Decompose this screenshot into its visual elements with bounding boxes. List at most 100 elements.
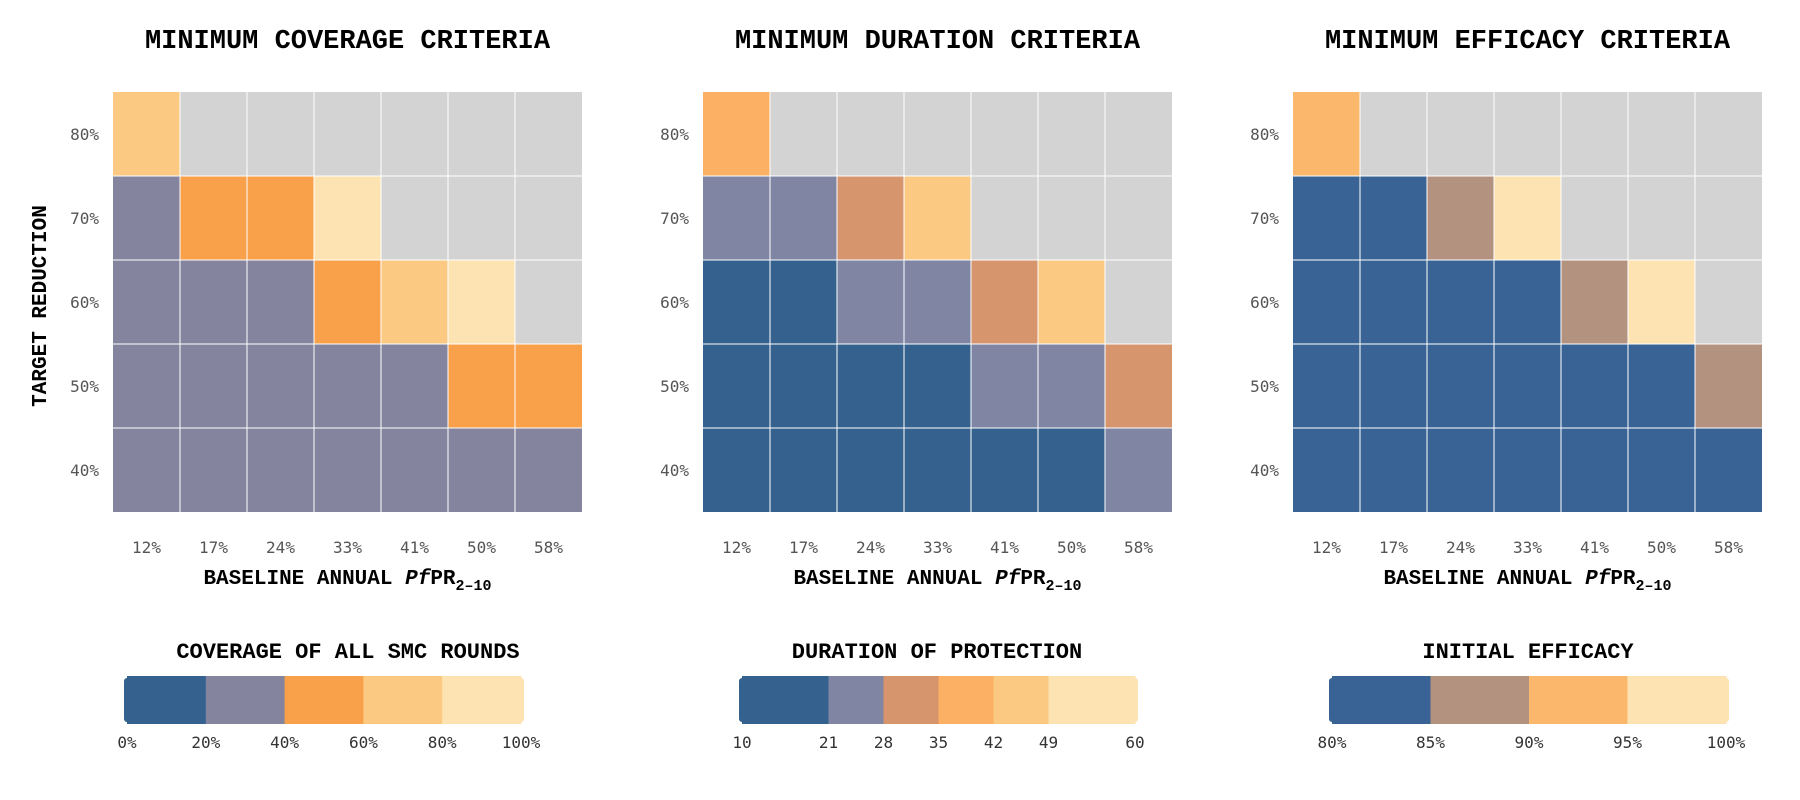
heatmap-cell	[448, 176, 515, 260]
x-tick-label: 17%	[1379, 538, 1408, 557]
legend-swatch	[1048, 676, 1136, 724]
panel-title: MINIMUM DURATION CRITERIA	[735, 27, 1141, 57]
heatmap-cell	[1360, 92, 1427, 176]
heatmap-cell	[113, 260, 180, 344]
heatmap-cell	[1105, 176, 1172, 260]
heatmap-panels: MINIMUM COVERAGE CRITERIA 80% 70% 60% 50% 40%…	[70, 27, 1762, 752]
heatmap-cell	[1695, 344, 1762, 428]
heatmap-cell	[1427, 344, 1494, 428]
legend-swatch	[938, 676, 995, 724]
legend-swatch-cap	[1723, 678, 1729, 722]
y-tick-label: 80%	[1250, 125, 1279, 144]
x-tick-label: 17%	[199, 538, 228, 557]
heatmap-cell	[180, 176, 247, 260]
heatmap-cell	[247, 176, 314, 260]
y-tick-label: 70%	[1250, 209, 1279, 228]
heatmap-cell	[113, 428, 180, 512]
heatmap-cell	[1038, 92, 1105, 176]
heatmap-cell	[314, 260, 381, 344]
heatmap-cell	[381, 260, 448, 344]
heatmap-cell	[1105, 428, 1172, 512]
heatmap-cell	[1427, 176, 1494, 260]
heatmap-cell	[1293, 176, 1360, 260]
legend-tick-label: 90%	[1515, 733, 1544, 752]
legend-swatch	[1627, 676, 1727, 724]
heatmap-cell	[1561, 260, 1628, 344]
heatmap-cell	[448, 344, 515, 428]
heatmap-cell	[1628, 92, 1695, 176]
legend-tick-label: 85%	[1416, 733, 1445, 752]
heatmap-cell	[837, 260, 904, 344]
y-tick-label: 70%	[660, 209, 689, 228]
heatmap-cell	[180, 260, 247, 344]
heatmap-cell	[180, 344, 247, 428]
heatmap-cell	[837, 92, 904, 176]
x-tick-label: 58%	[1124, 538, 1153, 557]
heatmap-cell	[1695, 428, 1762, 512]
heatmap-cell	[971, 260, 1038, 344]
heatmap-cell	[1427, 260, 1494, 344]
heatmap-cell	[314, 92, 381, 176]
heatmap-cell	[770, 344, 837, 428]
heatmap-cell	[703, 428, 770, 512]
heatmap-cell	[180, 92, 247, 176]
legend-swatch-cap	[124, 678, 130, 722]
x-axis-label: BASELINE ANNUAL PfPR2–10	[203, 568, 491, 595]
heatmap-cell	[381, 344, 448, 428]
legend-swatch-cap	[739, 678, 745, 722]
legend-tick-label: 95%	[1613, 733, 1642, 752]
heatmap-cell	[703, 92, 770, 176]
heatmap-cell	[448, 428, 515, 512]
heatmap-cell	[1494, 428, 1561, 512]
heatmap-cell	[1105, 344, 1172, 428]
heatmap-cell	[381, 428, 448, 512]
heatmap-cell	[247, 344, 314, 428]
x-tick-label: 12%	[132, 538, 161, 557]
y-tick-label: 40%	[70, 461, 99, 480]
heatmap-cell	[113, 92, 180, 176]
heatmap-cell	[1038, 260, 1105, 344]
y-tick-label: 60%	[660, 293, 689, 312]
legend-title: DURATION OF PROTECTION	[792, 640, 1082, 665]
x-tick-label: 17%	[789, 538, 818, 557]
legend-tick-label: 80%	[1318, 733, 1347, 752]
y-tick-label: 70%	[70, 209, 99, 228]
heatmap-cell	[1628, 428, 1695, 512]
panel-title: MINIMUM COVERAGE CRITERIA	[145, 27, 551, 57]
legend-tick-label: 10	[732, 733, 751, 752]
x-tick-label: 41%	[1580, 538, 1609, 557]
heatmap-cell	[1038, 176, 1105, 260]
heatmap-cell	[770, 428, 837, 512]
heatmap-panel-2: MINIMUM DURATION CRITERIA 80% 70% 60% 50% 40%…	[660, 27, 1172, 752]
legend-tick-label: 28	[874, 733, 893, 752]
legend-swatch	[1332, 676, 1431, 724]
heatmap-cell	[703, 344, 770, 428]
heatmap-cell	[770, 92, 837, 176]
heatmap-cell	[837, 428, 904, 512]
heatmap-cell	[1695, 260, 1762, 344]
x-tick-label: 12%	[1312, 538, 1341, 557]
heatmap-cell	[1105, 260, 1172, 344]
heatmap-cell	[1494, 92, 1561, 176]
x-tick-label: 24%	[266, 538, 295, 557]
legend-swatch-cap	[518, 678, 524, 722]
x-tick-label: 50%	[1057, 538, 1086, 557]
heatmap-cell	[1695, 92, 1762, 176]
legend-tick-label: 80%	[428, 733, 457, 752]
heatmap-cell	[113, 176, 180, 260]
heatmap-cell	[1360, 428, 1427, 512]
x-tick-label: 24%	[856, 538, 885, 557]
x-tick-label: 41%	[990, 538, 1019, 557]
heatmap-cell	[770, 176, 837, 260]
heatmap-cell	[904, 428, 971, 512]
heatmap-cell	[314, 344, 381, 428]
heatmap-cell	[1561, 344, 1628, 428]
y-tick-label: 50%	[70, 377, 99, 396]
x-tick-label: 58%	[534, 538, 563, 557]
x-tick-label: 33%	[923, 538, 952, 557]
heatmap-cell	[837, 176, 904, 260]
x-tick-label: 12%	[722, 538, 751, 557]
x-axis-label: BASELINE ANNUAL PfPR2–10	[1383, 568, 1671, 595]
y-tick-label: 50%	[1250, 377, 1279, 396]
